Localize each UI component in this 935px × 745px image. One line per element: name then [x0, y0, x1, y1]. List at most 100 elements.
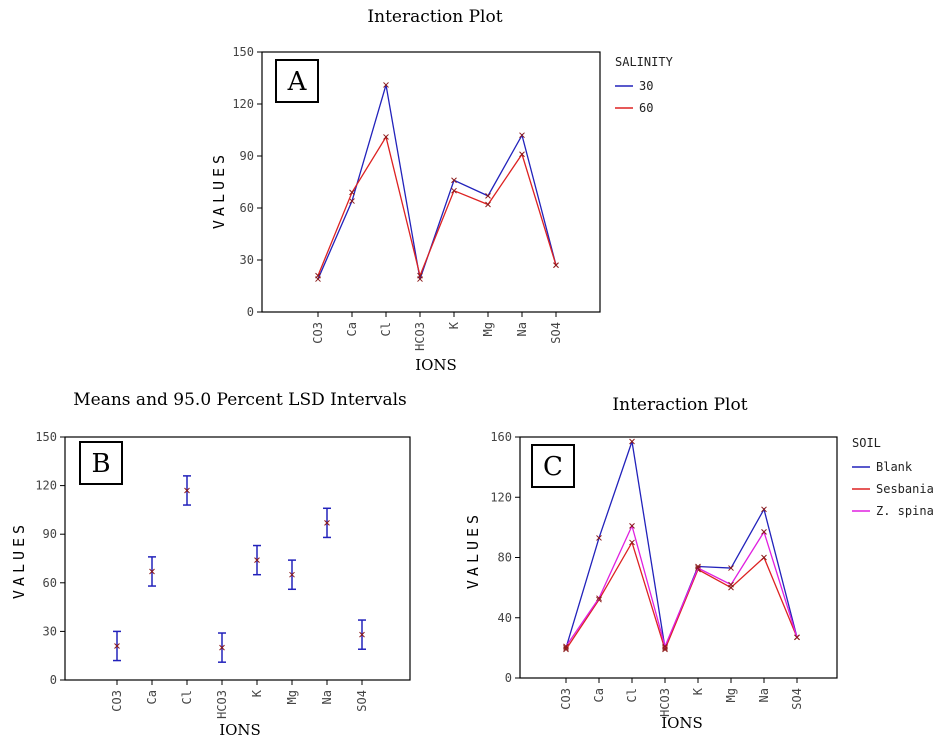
x-tick-label: CO3	[110, 690, 124, 712]
y-tick-label: 120	[490, 490, 512, 504]
panel-label: C	[543, 452, 563, 482]
data-point-mark	[596, 535, 602, 541]
x-axis-label: IONS	[661, 714, 703, 732]
data-point	[596, 535, 602, 541]
data-point-mark	[451, 177, 457, 184]
x-tick-label: Cl	[379, 322, 393, 336]
y-tick-label: 90	[240, 149, 254, 163]
data-point	[629, 539, 635, 546]
chart-panel-c: Interaction Plot 0 40 80 120 160 CO3 Ca Cl HCO3 K M…	[464, 395, 934, 732]
legend-entry: Sesbania	[876, 482, 934, 496]
mean-mark	[219, 644, 225, 651]
data-point	[383, 134, 389, 140]
mean-mark	[149, 568, 155, 575]
data-point	[629, 438, 635, 445]
data-point-mark	[695, 565, 701, 571]
legend-title: SALINITY	[615, 55, 674, 69]
mean-mark	[254, 557, 260, 563]
data-point-mark	[383, 82, 389, 88]
y-axis-label: VALUES	[10, 521, 28, 599]
panel-label: B	[91, 449, 110, 479]
legend-title: SOIL	[852, 436, 881, 450]
data-point	[728, 565, 734, 571]
y-tick-label: 120	[35, 479, 57, 493]
data-point-mark	[315, 272, 321, 279]
mean-mark	[289, 571, 295, 578]
x-tick-label: Cl	[625, 688, 639, 702]
plot-frame	[261, 51, 601, 313]
data-point-mark	[761, 554, 767, 561]
data-point-mark	[761, 529, 767, 535]
error-bar	[183, 475, 191, 506]
data-point-mark	[417, 272, 423, 279]
x-tick-label: Cl	[180, 690, 194, 704]
legend: SOIL Blank Sesbania Z. spina	[852, 436, 934, 518]
x-tick-label: CO3	[559, 688, 573, 710]
error-bar	[253, 544, 261, 576]
y-tick-label: 60	[240, 201, 254, 215]
data-point-mark	[349, 189, 355, 196]
y-tick-label: 150	[232, 45, 254, 59]
data-point-mark	[596, 595, 602, 602]
y-tick-label: 80	[498, 551, 512, 565]
data-point-mark	[451, 187, 457, 194]
y-tick-label: 60	[43, 576, 57, 590]
mean-mark	[184, 487, 190, 494]
data-point-mark	[662, 643, 668, 650]
y-tick-label: 30	[240, 253, 254, 267]
legend-entry: Blank	[876, 460, 913, 474]
data-point	[349, 189, 355, 196]
x-axis-label: IONS	[415, 356, 457, 374]
mean-mark	[324, 520, 330, 526]
x-tick-label: HCO3	[658, 688, 672, 717]
y-tick-label: 0	[247, 305, 254, 319]
x-tick-label: Na	[515, 322, 529, 336]
x-tick-label: HCO3	[215, 690, 229, 719]
data-point-mark	[728, 581, 734, 588]
chart-panel-a: Interaction Plot 0 30 60 90 120 150 CO3 Ca Cl HCO3…	[210, 7, 674, 374]
series-line-sesbania	[565, 540, 798, 652]
y-axis-label: VALUES	[464, 511, 482, 589]
mean-mark	[114, 643, 120, 649]
legend-entry: 30	[639, 79, 653, 93]
data-point	[553, 262, 559, 269]
error-bar	[148, 556, 156, 587]
data-point	[629, 523, 635, 529]
panel-label-box	[275, 59, 319, 103]
data-point	[451, 177, 457, 184]
data-point	[519, 132, 525, 139]
series-line-blank	[565, 441, 798, 651]
x-tick-label: Mg	[724, 688, 738, 702]
x-tick-label: Ca	[345, 322, 359, 336]
data-point-mark	[629, 539, 635, 546]
x-tick-label: HCO3	[413, 322, 427, 351]
y-tick-label: 120	[232, 97, 254, 111]
x-tick-label: SO4	[355, 690, 369, 712]
error-bar	[288, 559, 296, 591]
y-tick-label: 0	[505, 671, 512, 685]
data-point	[761, 529, 767, 535]
legend-entry: 60	[639, 101, 653, 115]
data-point	[695, 565, 701, 571]
x-tick-label: Na	[757, 688, 771, 702]
x-tick-label: K	[691, 687, 705, 695]
chart-panel-b: Means and 95.0 Percent LSD Intervals 0 30 6…	[10, 390, 411, 739]
series-line-z-spina	[565, 523, 798, 649]
y-tick-label: 160	[490, 430, 512, 444]
panel-label: A	[287, 67, 308, 97]
data-point-mark	[485, 201, 491, 208]
data-point-mark	[761, 506, 767, 513]
panel-label-box	[531, 444, 575, 488]
panel-label-box	[79, 441, 123, 485]
data-point-mark	[383, 134, 389, 140]
data-point	[662, 643, 668, 650]
y-tick-label: 150	[35, 430, 57, 444]
data-point	[451, 187, 457, 194]
x-tick-label: Mg	[481, 322, 495, 336]
data-point-mark	[728, 565, 734, 571]
y-axis-label: VALUES	[210, 151, 228, 229]
data-point	[761, 554, 767, 561]
data-point-mark	[349, 198, 355, 204]
error-bar	[113, 630, 121, 662]
